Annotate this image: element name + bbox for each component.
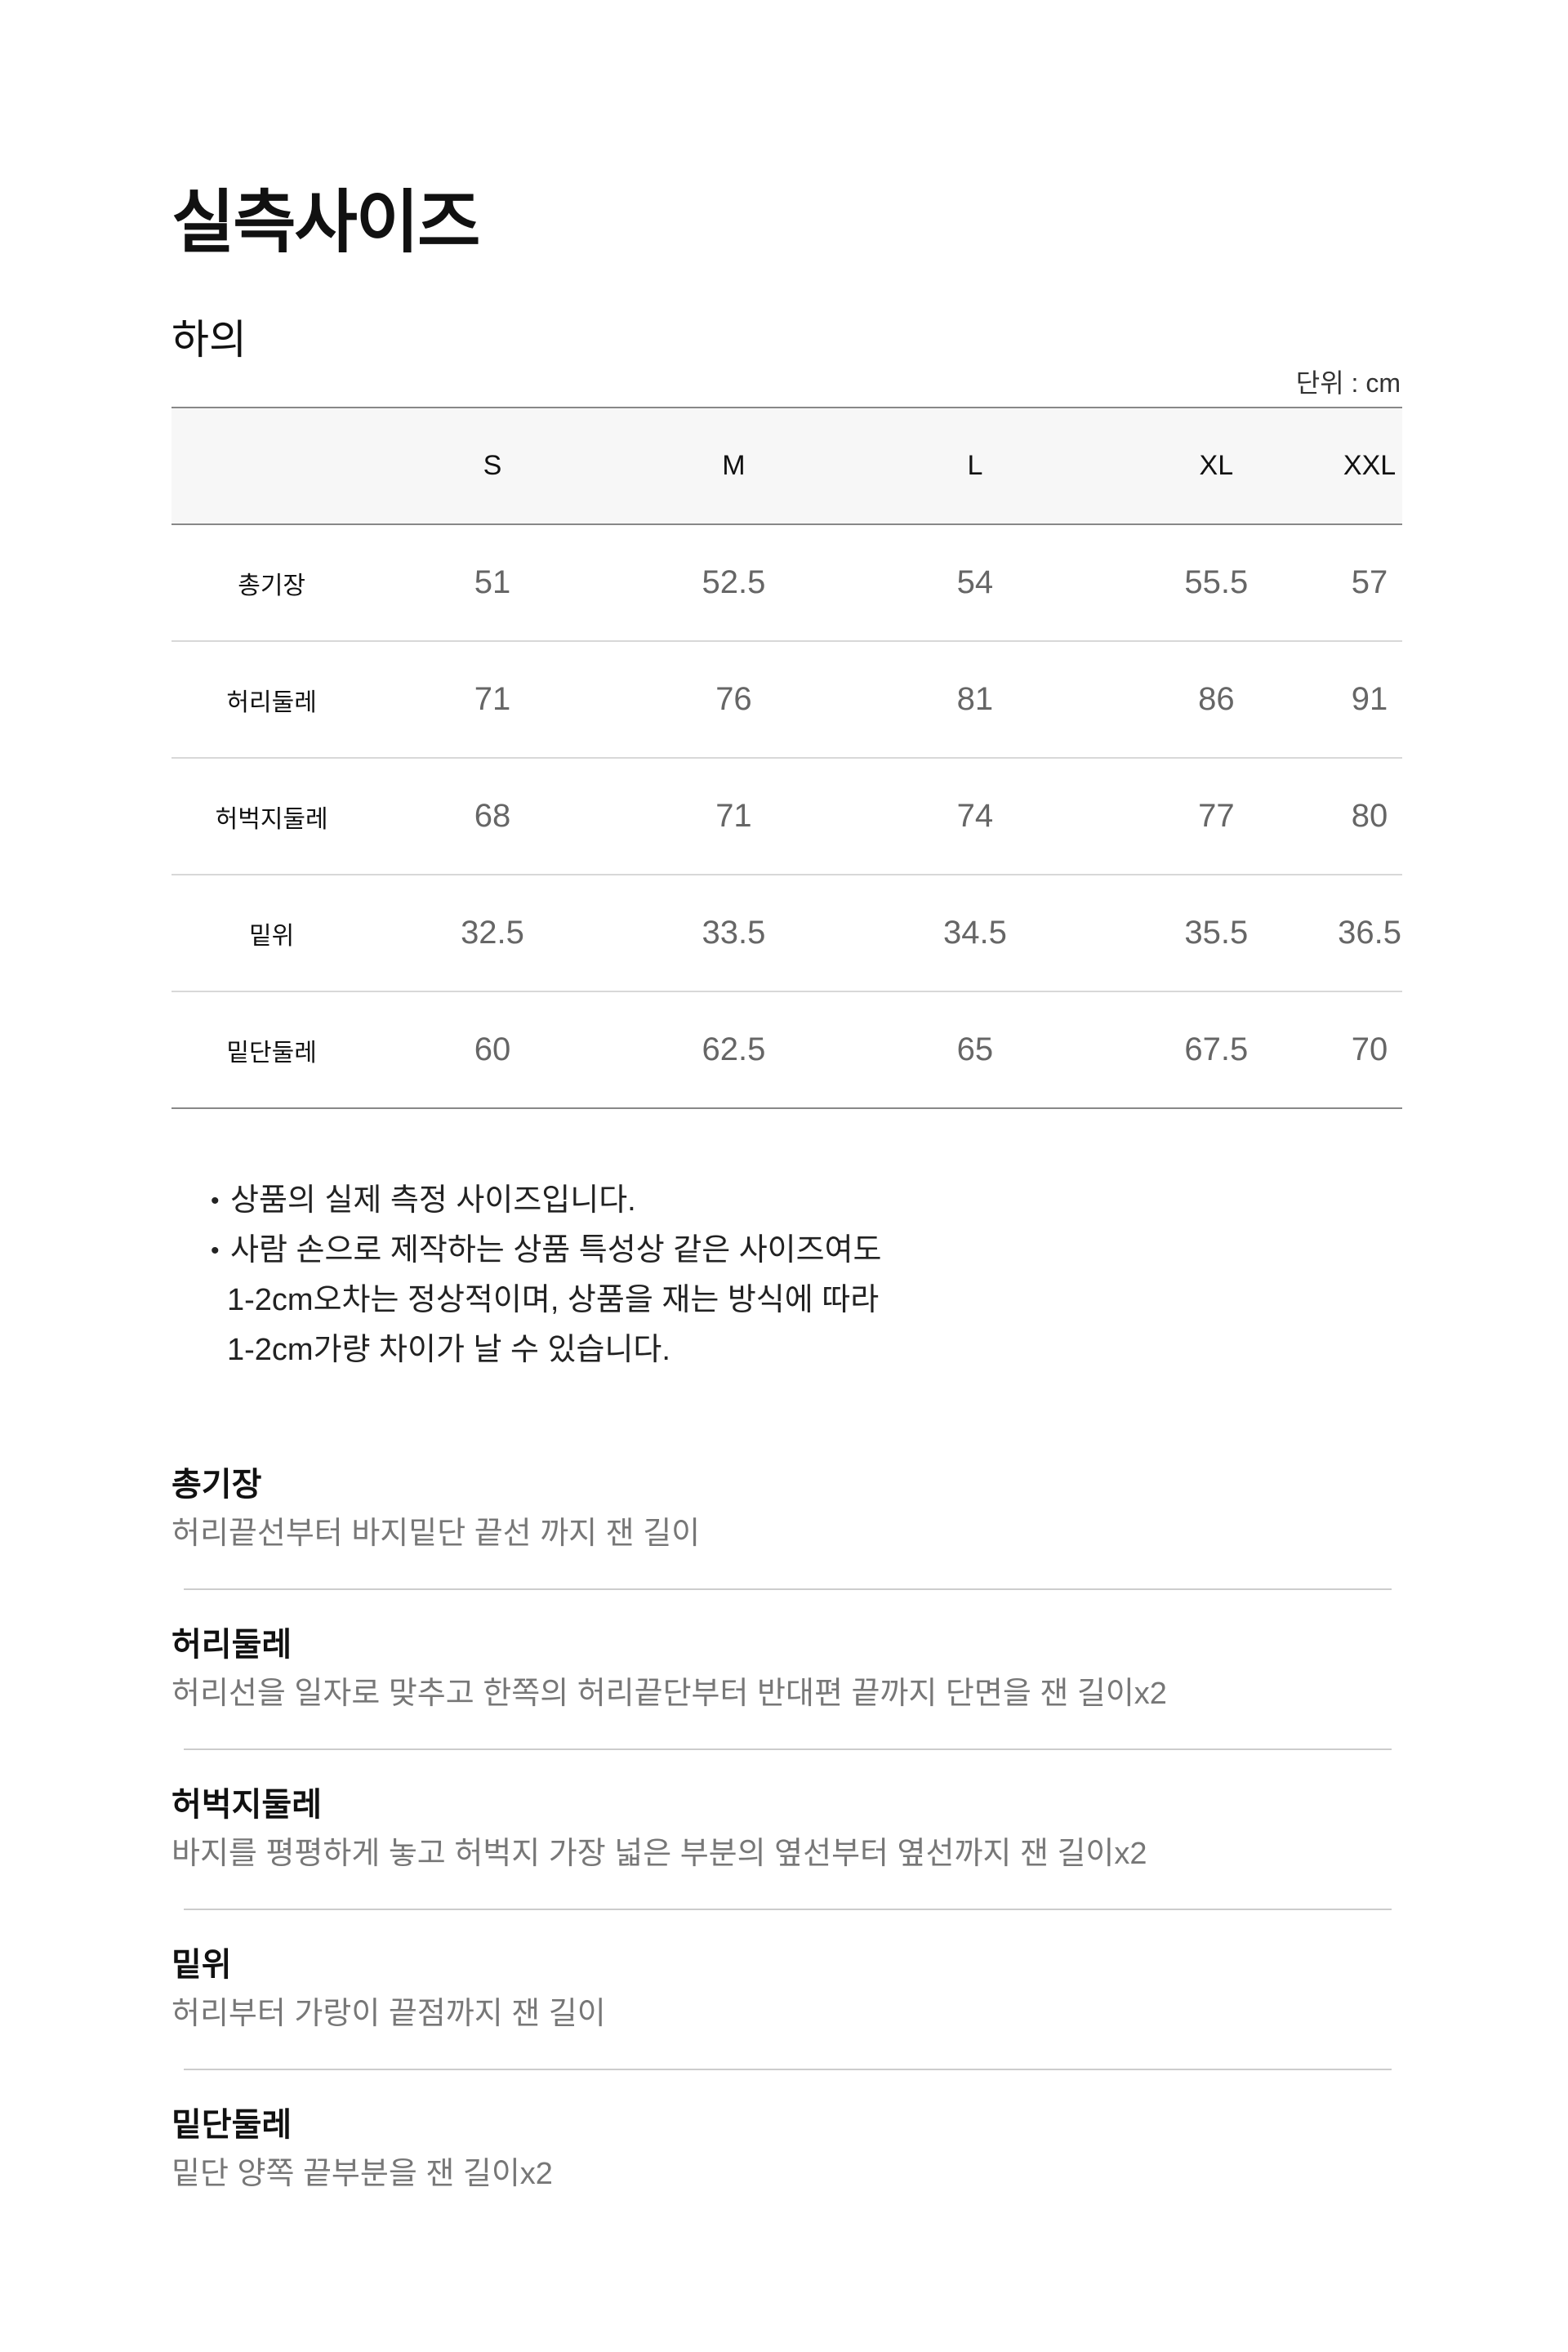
note-item: 상품의 실제 측정 사이즈입니다. <box>211 1176 882 1226</box>
table-cell: 71 <box>612 758 855 875</box>
definition-desc: 바지를 평평하게 놓고 허벅지 가장 넓은 부분의 옆선부터 옆선까지 잰 길이… <box>172 1837 1147 1871</box>
table-cell: 68 <box>372 758 613 875</box>
definition-desc: 허리끝선부터 바지밑단 끝선 까지 잰 길이 <box>172 1517 701 1551</box>
table-cell: 55.5 <box>1095 524 1338 642</box>
column-header: XL <box>1095 407 1338 525</box>
row-label: 총기장 <box>172 524 372 642</box>
table-row: 밑위 32.5 33.5 34.5 35.5 36.5 <box>172 875 1402 992</box>
note-continuation: 1-2cm가량 차이가 날 수 있습니다. <box>227 1333 670 1367</box>
notes-list: 상품의 실제 측정 사이즈입니다.사람 손으로 제작하는 상품 특성상 같은 사… <box>211 1176 882 1375</box>
definition-desc: 허리선을 일자로 맞추고 한쪽의 허리끝단부터 반대편 끝까지 단면을 잰 길이… <box>172 1677 1167 1711</box>
table-cell: 57 <box>1337 524 1402 642</box>
table-cell: 54 <box>854 524 1096 642</box>
table-cell: 67.5 <box>1095 991 1338 1109</box>
table-cell: 91 <box>1337 641 1402 759</box>
table-row: 허벅지둘레 68 71 74 77 80 <box>172 758 1402 875</box>
divider <box>184 1909 1392 1910</box>
note-continuation: 1-2cm오차는 정상적이며, 상품을 재는 방식에 따라 <box>227 1283 880 1317</box>
definition-term: 허벅지둘레 <box>172 1787 322 1823</box>
table-cell: 62.5 <box>612 991 855 1109</box>
table-cell: 71 <box>372 641 613 759</box>
row-label: 허벅지둘레 <box>172 758 372 875</box>
table-cell: 74 <box>854 758 1096 875</box>
row-label: 허리둘레 <box>172 641 372 759</box>
table-cell: 35.5 <box>1095 875 1338 992</box>
size-table: S M L XL XXL 총기장 51 52.5 54 55.5 57 허리둘레 71 76 81 86 91… <box>172 407 1402 1109</box>
table-cell: 51 <box>372 524 613 642</box>
table-cell: 32.5 <box>372 875 613 992</box>
definition-term: 허리둘레 <box>172 1627 292 1663</box>
column-header: M <box>612 407 855 525</box>
table-cell: 70 <box>1337 991 1402 1109</box>
row-label: 밑위 <box>172 875 372 992</box>
table-row: 총기장 51 52.5 54 55.5 57 <box>172 524 1402 642</box>
table-cell: 80 <box>1337 758 1402 875</box>
definition-term: 밑단둘레 <box>172 2107 292 2143</box>
table-cell: 36.5 <box>1337 875 1402 992</box>
divider <box>184 1588 1392 1590</box>
table-header-row: S M L XL XXL <box>172 407 1402 525</box>
unit-label: 단위 : cm <box>1295 368 1401 398</box>
table-row: 밑단둘레 60 62.5 65 67.5 70 <box>172 991 1402 1109</box>
row-label: 밑단둘레 <box>172 991 372 1109</box>
table-cell: 34.5 <box>854 875 1096 992</box>
divider <box>184 2069 1392 2070</box>
column-header: L <box>854 407 1096 525</box>
table-cell: 76 <box>612 641 855 759</box>
note-item: 사람 손으로 제작하는 상품 특성상 같은 사이즈여도 <box>211 1226 882 1276</box>
section-title: 하의 <box>172 317 247 363</box>
definition-desc: 허리부터 가랑이 끝점까지 잰 길이 <box>172 1997 606 2031</box>
column-header <box>172 407 372 525</box>
page-title: 실측사이즈 <box>172 184 480 261</box>
table-cell: 65 <box>854 991 1096 1109</box>
definition-term: 총기장 <box>172 1467 262 1503</box>
divider <box>184 1748 1392 1750</box>
column-header: XXL <box>1337 407 1402 525</box>
table-cell: 86 <box>1095 641 1338 759</box>
definition-desc: 밑단 양쪽 끝부분을 잰 길이x2 <box>172 2157 553 2191</box>
definition-term: 밑위 <box>172 1947 232 1983</box>
table-cell: 60 <box>372 991 613 1109</box>
table-cell: 77 <box>1095 758 1338 875</box>
table-row: 허리둘레 71 76 81 86 91 <box>172 641 1402 759</box>
table-cell: 33.5 <box>612 875 855 992</box>
table-cell: 81 <box>854 641 1096 759</box>
column-header: S <box>372 407 613 525</box>
table-cell: 52.5 <box>612 524 855 642</box>
